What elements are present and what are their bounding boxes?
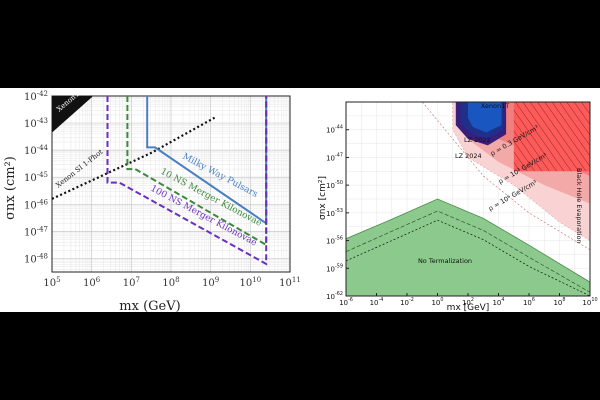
right-y-tick-label: 10-44 bbox=[326, 125, 343, 135]
right-y-tick-label: 10-50 bbox=[326, 180, 343, 190]
left-xlabel: mx (GeV) bbox=[119, 299, 180, 312]
figure-svg: 105 106 107 108 109 1010 101110-4210-4310-4410… bbox=[3, 88, 598, 312]
right-y-tick-label: 10-59 bbox=[326, 263, 343, 273]
right-xlabel: mx [GeV] bbox=[447, 303, 490, 312]
right-x-tick-label: 10-2 bbox=[400, 297, 414, 307]
right-regions bbox=[346, 102, 590, 296]
left-ylabel: σnx (cm²) bbox=[3, 156, 18, 220]
right-chart: 10-6 10-4 10-2 100 102 104 106 108 1010 10-44 10-4… bbox=[318, 101, 598, 312]
series-line-xenon-si-1-phot bbox=[51, 116, 216, 200]
left-y-tick-label: 10-42 bbox=[24, 90, 48, 103]
left-x-tick-label: 1010 bbox=[240, 276, 262, 289]
left-x-tick-label: 108 bbox=[162, 276, 179, 289]
right-ylabel: σnx [cm²] bbox=[318, 176, 328, 220]
right-x-tick-label: 100 bbox=[431, 297, 443, 307]
right-x-tick-label: 10-4 bbox=[370, 297, 384, 307]
label-lz2022: LZ 2022 bbox=[464, 136, 491, 144]
right-y-tick-label: 10-47 bbox=[326, 152, 343, 162]
region-no-thermalization bbox=[346, 198, 590, 296]
left-x-tick-label: 109 bbox=[202, 276, 219, 289]
region-bhe-hatch bbox=[513, 102, 590, 172]
no-therm-dotted bbox=[346, 219, 590, 296]
right-y-tick-label: 10-62 bbox=[326, 291, 343, 301]
label-no-therm: No Termalization bbox=[418, 257, 472, 265]
left-x-tick-label: 106 bbox=[83, 276, 101, 289]
left-axes-frame bbox=[51, 95, 291, 273]
region-xenon1t bbox=[468, 102, 502, 133]
left-y-tick-label: 10-47 bbox=[24, 225, 48, 238]
right-x-tick-label: 102 bbox=[462, 297, 474, 307]
left-y-tick-label: 10-44 bbox=[24, 144, 49, 157]
right-x-tick-label: 106 bbox=[523, 297, 535, 307]
right-x-tick-label: 10-6 bbox=[339, 297, 353, 307]
label-lz2024: LZ 2024 bbox=[455, 152, 482, 160]
series-line-100-ns-merger-kilonovae bbox=[106, 96, 268, 266]
series-line-milky-way-pulsars bbox=[146, 96, 268, 226]
left-y-tick-label: 10-48 bbox=[24, 252, 48, 265]
left-series bbox=[51, 95, 268, 266]
label-bhe: Black Hole Evaporation bbox=[575, 168, 583, 244]
left-y-tick-label: 10-43 bbox=[24, 117, 48, 130]
series-line-10-ns-merger-kilonovae bbox=[126, 96, 268, 247]
right-x-tick-label: 108 bbox=[553, 297, 565, 307]
right-y-tick-label: 10-53 bbox=[326, 208, 343, 218]
left-x-tick-label: 1011 bbox=[279, 276, 301, 289]
figure-panel: 105 106 107 108 109 1010 1011 10-42 10-43 10-44 10… bbox=[0, 88, 600, 312]
right-y-tick-label: 10-56 bbox=[326, 236, 343, 246]
right-x-tick-label: 104 bbox=[492, 297, 504, 307]
left-y-tick-label: 10-45 bbox=[24, 171, 48, 184]
right-x-tick-label: 1010 bbox=[582, 297, 597, 307]
label-r-xenon1t: Xenon1T bbox=[481, 102, 510, 110]
left-x-tick-label: 105 bbox=[43, 276, 60, 289]
left-y-tick-label: 10-46 bbox=[24, 198, 49, 211]
xenon1t-excluded-region bbox=[52, 96, 92, 132]
series-line-xenon1t bbox=[51, 95, 93, 132]
left-x-tick-label: 107 bbox=[123, 276, 140, 289]
right-ticks: 10-6 10-4 10-2 100 102 104 106 108 1010 10-44 10-4… bbox=[326, 125, 598, 307]
left-ticks: 105 106 107 108 109 1010 1011 10-42 10-43 10-44 10… bbox=[24, 90, 301, 289]
left-chart: 105 106 107 108 109 1010 1011 10-42 10-43 10-44 10… bbox=[3, 88, 301, 312]
